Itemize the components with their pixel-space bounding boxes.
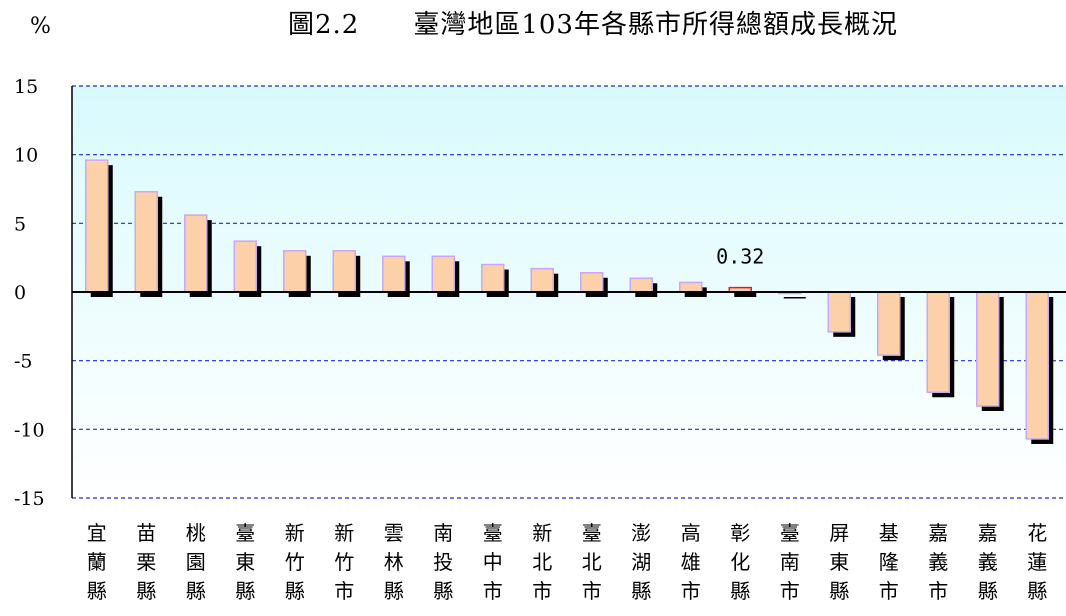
x-tick-label: 義 — [928, 550, 948, 574]
x-tick-label: 縣 — [433, 579, 453, 603]
x-tick-label: 市 — [532, 579, 552, 603]
bar — [134, 190, 158, 293]
x-tick-label: 林 — [384, 550, 404, 574]
x-tick-label: 彰 — [730, 521, 750, 545]
bar — [184, 214, 208, 293]
y-tick-label: 10 — [14, 145, 38, 167]
data-label: 0.32 — [716, 245, 764, 269]
x-tick-label: 縣 — [829, 579, 849, 603]
bar — [827, 291, 851, 333]
x-tick-label: 雄 — [681, 550, 701, 574]
x-tick-label: 蘭 — [87, 550, 107, 574]
x-tick-label: 臺 — [235, 521, 255, 545]
x-tick-label: 新 — [532, 521, 552, 545]
bar — [283, 250, 307, 293]
x-tick-label: 高 — [681, 521, 701, 545]
bar-shadow — [783, 297, 806, 299]
x-tick-label: 臺 — [780, 521, 800, 545]
x-tick-label: 園 — [186, 550, 206, 574]
x-tick-label: 竹 — [334, 550, 354, 574]
bar — [431, 255, 455, 293]
x-tick-label: 隆 — [879, 550, 899, 574]
x-tick-label: 義 — [978, 550, 998, 574]
x-tick-label: 縣 — [978, 579, 998, 603]
x-tick-label: 市 — [780, 579, 800, 603]
x-tick-label: 市 — [483, 579, 503, 603]
x-tick-label: 市 — [681, 579, 701, 603]
x-tick-label: 桃 — [186, 521, 206, 545]
x-tick-label: 東 — [235, 550, 255, 574]
x-tick-label: 湖 — [631, 550, 651, 574]
x-tick-label: 中 — [483, 550, 503, 574]
x-tick-label: 北 — [582, 550, 602, 574]
bar — [679, 281, 703, 293]
x-tick-label: 雲 — [384, 521, 404, 545]
x-tick-label: 縣 — [1027, 579, 1047, 603]
y-tick-label: 0 — [14, 282, 26, 304]
bar — [976, 291, 1000, 407]
x-tick-label: 化 — [730, 550, 750, 574]
bar — [629, 277, 653, 293]
chart-title: 圖2.2 臺灣地區103年各縣市所得總額成長概況 — [288, 10, 898, 40]
x-tick-label: 市 — [928, 579, 948, 603]
x-tick-label: 市 — [879, 579, 899, 603]
bar — [85, 159, 109, 293]
x-tick-label: 宜 — [87, 521, 107, 545]
x-tick-label: 澎 — [631, 521, 651, 545]
x-tick-label: 屏 — [829, 521, 849, 545]
y-tick-label: 5 — [14, 213, 26, 235]
x-tick-label: 南 — [780, 550, 800, 574]
x-tick-label: 縣 — [285, 579, 305, 603]
bar — [1025, 291, 1049, 440]
x-tick-label: 花 — [1027, 521, 1047, 545]
bar-shadow — [734, 292, 757, 297]
x-tick-label: 縣 — [384, 579, 404, 603]
x-tick-label: 北 — [532, 550, 552, 574]
x-tick-label: 縣 — [136, 579, 156, 603]
x-tick-label: 投 — [433, 550, 453, 574]
x-tick-label: 新 — [334, 521, 354, 545]
x-tick-label: 嘉 — [978, 521, 998, 545]
y-tick-label: -10 — [14, 419, 45, 441]
x-tick-label: 縣 — [631, 579, 651, 603]
x-tick-label: 臺 — [582, 521, 602, 545]
bar — [481, 263, 505, 293]
y-tick-label: 15 — [14, 76, 38, 98]
x-tick-label: 栗 — [136, 550, 156, 574]
x-tick-label: 嘉 — [928, 521, 948, 545]
bar — [926, 291, 950, 394]
y-tick-label: -5 — [14, 351, 33, 373]
x-tick-label: 竹 — [285, 550, 305, 574]
x-tick-label: 東 — [829, 550, 849, 574]
bar — [233, 240, 257, 293]
y-unit-label: % — [30, 14, 51, 39]
x-tick-label: 縣 — [235, 579, 255, 603]
x-tick-label: 臺 — [483, 521, 503, 545]
x-tick-label: 市 — [582, 579, 602, 603]
bar — [382, 255, 406, 293]
bar — [877, 291, 901, 356]
bar — [332, 250, 356, 293]
y-tick-label: -15 — [14, 488, 45, 510]
x-tick-label: 新 — [285, 521, 305, 545]
x-tick-label: 蓮 — [1027, 550, 1047, 574]
x-tick-label: 南 — [433, 521, 453, 545]
x-tick-label: 縣 — [87, 579, 107, 603]
bar — [580, 272, 604, 293]
bar — [530, 267, 554, 293]
x-tick-label: 市 — [334, 579, 354, 603]
x-tick-label: 基 — [879, 521, 899, 545]
x-tick-label: 苗 — [136, 521, 156, 545]
x-tick-label: 縣 — [730, 579, 750, 603]
x-tick-label: 縣 — [186, 579, 206, 603]
